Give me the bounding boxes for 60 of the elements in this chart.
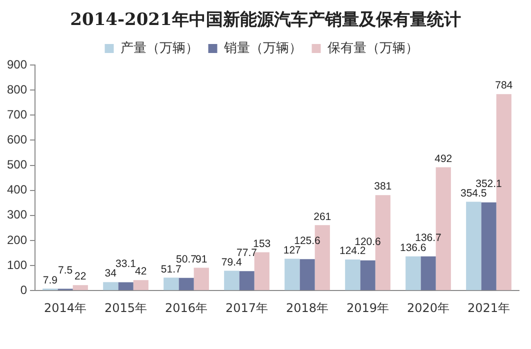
data-label: 33.1 (116, 258, 136, 270)
y-tick-label: 400 (6, 182, 28, 197)
data-label: 127 (283, 244, 302, 256)
data-label: 91 (196, 253, 208, 266)
data-label: 22 (74, 270, 86, 283)
bar (103, 282, 118, 290)
legend-label: 保有量（万辆） (327, 40, 418, 56)
data-label: 352.1 (476, 178, 502, 190)
data-label: 136.6 (400, 242, 426, 254)
y-tick-label: 600 (6, 132, 28, 147)
bar (133, 280, 148, 290)
bar (284, 258, 300, 290)
bar (345, 259, 360, 290)
bar (118, 282, 134, 290)
bar (406, 256, 421, 290)
x-tick-label: 2015年 (104, 300, 148, 315)
data-label: 42 (135, 266, 147, 278)
y-tick-label: 900 (6, 57, 28, 72)
data-label: 51.7 (160, 263, 182, 276)
data-label: 381 (374, 180, 392, 193)
x-tick-label: 2014年 (44, 300, 87, 315)
bar (360, 260, 376, 290)
data-label: 7.5 (58, 264, 73, 276)
y-tick-label: 700 (6, 107, 28, 122)
data-label: 7.9 (42, 274, 58, 286)
data-label: 124.2 (339, 245, 366, 258)
bar (466, 202, 482, 290)
bar (224, 270, 240, 290)
y-tick-label: 300 (6, 208, 28, 222)
bar (481, 202, 496, 290)
bar (239, 271, 254, 290)
y-tick-label: 200 (6, 232, 28, 247)
bar (72, 285, 88, 290)
x-tick-label: 2018年 (286, 300, 329, 315)
data-label: 125.6 (294, 234, 321, 247)
x-tick-label: 2021年 (467, 300, 510, 315)
bar (164, 278, 179, 290)
bar (300, 259, 315, 290)
data-label: 50.7 (176, 254, 197, 266)
x-tick-label: 2017年 (225, 300, 268, 315)
y-tick-label: 500 (6, 158, 28, 172)
data-label: 354.5 (460, 187, 487, 200)
bar (178, 278, 194, 290)
y-tick-label: 100 (6, 258, 28, 272)
y-tick-label: 800 (6, 82, 28, 96)
x-tick-label: 2016年 (164, 300, 208, 315)
bar (420, 256, 436, 290)
data-label: 261 (314, 210, 332, 223)
data-label: 784 (495, 80, 513, 92)
data-label: 34 (104, 268, 117, 280)
data-label: 136.7 (415, 232, 442, 244)
y-tick-label: 0 (20, 282, 28, 297)
bar (194, 268, 209, 290)
legend-label: 产量（万辆） (120, 40, 198, 56)
data-label: 79.4 (221, 256, 242, 268)
data-label: 492 (434, 152, 452, 165)
legend-label: 销量（万辆） (222, 40, 302, 56)
x-tick-label: 2020年 (406, 300, 450, 315)
x-tick-label: 2019年 (346, 300, 390, 315)
chart-title: 2014-2021年中国新能源汽车产销量及保有量统计 (69, 9, 462, 32)
